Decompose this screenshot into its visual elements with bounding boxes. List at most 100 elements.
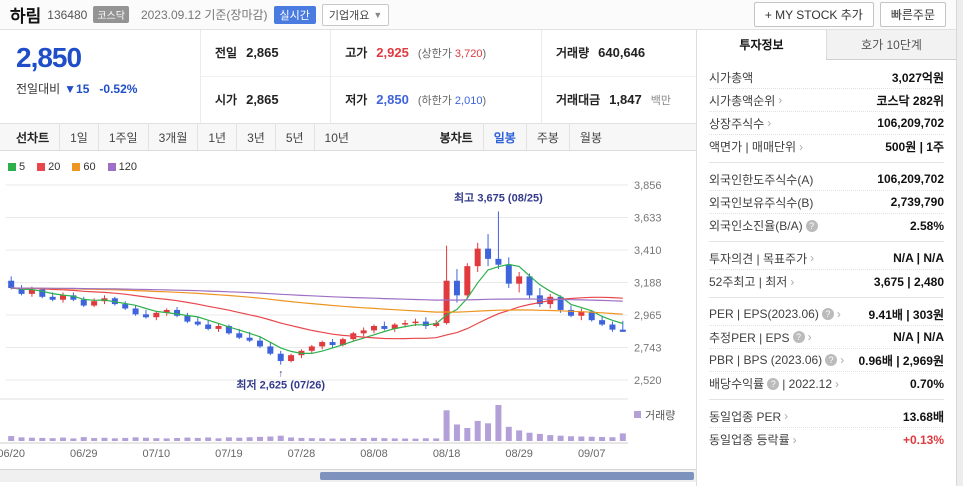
chevron-right-icon: › xyxy=(767,116,772,130)
price-cell-value: 640,646 xyxy=(598,45,646,61)
tab-candle-2[interactable]: 월봉 xyxy=(568,124,612,150)
stock-code: 136480 xyxy=(47,7,88,22)
svg-text:최고 3,675 (08/25): 최고 3,675 (08/25) xyxy=(454,190,543,204)
svg-text:2,743: 2,743 xyxy=(634,342,662,354)
chart-scrollbar-track[interactable] xyxy=(0,469,696,482)
info-label-suffix: | 2022.12 xyxy=(782,376,833,391)
tab-period-2[interactable]: 3개월 xyxy=(147,124,198,150)
help-icon[interactable]: ? xyxy=(767,377,780,390)
price-cell-3: 시가 2,865 xyxy=(200,76,330,123)
info-group-2: 투자의견 | 목표주가 › N/A | N/A 52주최고 | 최저 › 3,675 | … xyxy=(709,247,944,298)
date-info: 2023.09.12 기준(장마감) xyxy=(140,8,268,22)
price-cell-value: 1,847 xyxy=(609,92,642,108)
info-group-1: 외국인한도주식수(A) 106,209,702 외국인보유주식수(B) 2,739,7… xyxy=(709,168,944,242)
value-unit: 백만 xyxy=(650,94,671,107)
mystock-add-button[interactable]: + MY STOCK 추가 xyxy=(753,2,874,27)
tab-candle-1[interactable]: 주봉 xyxy=(525,124,569,150)
help-icon[interactable]: ? xyxy=(821,308,834,320)
info-label[interactable]: 투자의견 | 목표주가 › xyxy=(709,250,814,267)
info-row: 외국인한도주식수(A) 106,209,702 xyxy=(709,168,944,191)
info-label[interactable]: 동일업종 등락률 › xyxy=(709,431,797,448)
chart-canvas: 3,856 3,633 3,410 3,188 2,965 2,743 2,520 06/20… xyxy=(0,180,675,460)
info-label-text: PBR | BPS (2023.06) xyxy=(709,353,823,367)
price-cell-5: 거래대금 1,847 백만 xyxy=(541,76,696,123)
company-overview-label: 기업개요 xyxy=(328,9,370,22)
info-value: 2,739,790 xyxy=(890,195,944,209)
info-label-text: 외국인보유주식수(B) xyxy=(709,195,814,210)
tab-candle-0[interactable]: 일봉 xyxy=(482,124,526,150)
stock-name: 하림 xyxy=(10,7,42,26)
price-cell-value: 2,865 xyxy=(246,92,279,108)
chevron-right-icon: › xyxy=(784,409,789,423)
candlestick-chart: 5 20 60 120 3,856 3,633 3,410 3,188 2,965 2,743 2… xyxy=(0,151,696,469)
info-label[interactable]: 액면가 | 매매단위 › xyxy=(709,138,803,155)
info-value: 2.58% xyxy=(909,218,944,233)
svg-text:07/28: 07/28 xyxy=(288,448,316,460)
help-icon[interactable]: ? xyxy=(805,219,818,232)
market-badge: 코스닥 xyxy=(93,6,129,23)
candle-tabs: 일봉 주봉 월봉 xyxy=(482,124,612,150)
legend-swatch xyxy=(37,163,46,171)
info-row: 동일업종 등락률 › +0.13% xyxy=(709,428,944,451)
tab-period-4[interactable]: 3년 xyxy=(236,124,275,150)
tab-period-0[interactable]: 1일 xyxy=(59,124,98,150)
help-icon[interactable]: ? xyxy=(792,331,805,343)
price-cell-value: 2,925 xyxy=(376,45,409,61)
info-label-text: 추정PER | EPS xyxy=(709,330,790,345)
info-label[interactable]: 배당수익률? | 2022.12 › xyxy=(709,375,839,392)
chevron-right-icon: › xyxy=(840,353,845,367)
info-label[interactable]: 시가총액순위 › xyxy=(709,92,782,109)
help-icon[interactable]: ? xyxy=(825,354,838,366)
chart-toolbar: 선차트 1일 1주일 3개월 1년 3년 5년 10년 봉차트 일봉 주봉 월봉 xyxy=(0,124,696,151)
info-value: 106,209,702 xyxy=(877,172,944,186)
tab-period-3[interactable]: 1년 xyxy=(197,124,236,150)
info-group-0: 시가총액 3,027억원 시가총액순위 › 코스닥 282위 상장주식수 › 106,209,… xyxy=(709,66,944,163)
info-row: 액면가 | 매매단위 › 500원 | 1주 xyxy=(709,135,944,158)
limit-price: (상한가 3,720) xyxy=(417,47,487,60)
info-label: 시가총액 xyxy=(709,69,753,86)
info-row: 상장주식수 › 106,209,702 xyxy=(709,112,944,135)
info-row: 추정PER | EPS? › N/A | N/A xyxy=(709,326,944,349)
chevron-right-icon: › xyxy=(790,274,795,289)
window-scrollbar[interactable] xyxy=(956,0,963,486)
svg-text:2,965: 2,965 xyxy=(634,310,662,322)
price-cell-0: 전일 2,865 xyxy=(200,30,331,77)
svg-text:09/07: 09/07 xyxy=(578,448,606,460)
info-label[interactable]: 동일업종 PER › xyxy=(709,408,788,425)
info-row: 동일업종 PER › 13.68배 xyxy=(709,405,944,428)
info-value: +0.13% xyxy=(902,432,944,447)
info-row: 배당수익률? | 2022.12 › 0.70% xyxy=(709,372,944,395)
info-label-text: 배당수익률 xyxy=(709,377,765,391)
quick-order-button[interactable]: 빠른주문 xyxy=(879,2,946,27)
price-change-row: 전일대비 ▼15 -0.52% xyxy=(16,80,184,97)
price-cell-value: 2,850 xyxy=(376,92,409,108)
company-overview-dropdown[interactable]: 기업개요 ▼ xyxy=(321,3,390,26)
investment-info-rows: 시가총액 3,027억원 시가총액순위 › 코스닥 282위 상장주식수 › 106,209,… xyxy=(697,60,956,455)
tab-period-6[interactable]: 10년 xyxy=(313,124,359,150)
chevron-right-icon: › xyxy=(836,307,841,321)
info-label-text: 액면가 | 매매단위 xyxy=(709,140,797,154)
info-label[interactable]: 52주최고 | 최저 › xyxy=(709,273,794,290)
info-value: N/A | N/A xyxy=(893,251,944,265)
chart-scrollbar-thumb[interactable] xyxy=(320,472,694,480)
tab-orderbook-10[interactable]: 호가 10단계 xyxy=(826,30,956,59)
info-row: 시가총액순위 › 코스닥 282위 xyxy=(709,89,944,112)
info-label[interactable]: 상장주식수 › xyxy=(709,115,771,132)
info-row: PER | EPS(2023.06)? › 9.41배 | 303원 xyxy=(709,303,944,326)
legend-label: 120 xyxy=(118,161,137,173)
tab-period-5[interactable]: 5년 xyxy=(274,124,314,150)
info-label[interactable]: PBR | BPS (2023.06)? › xyxy=(709,353,844,367)
svg-text:07/10: 07/10 xyxy=(143,448,171,460)
price-cell-value: 2,865 xyxy=(246,45,279,61)
change-percent: -0.52% xyxy=(99,81,138,96)
info-label[interactable]: 추정PER | EPS? › xyxy=(709,329,812,346)
svg-text:07/19: 07/19 xyxy=(215,448,243,460)
tab-invest-info[interactable]: 투자정보 xyxy=(697,30,826,60)
ma-legend-20: 20 xyxy=(37,161,60,173)
info-label[interactable]: PER | EPS(2023.06)? › xyxy=(709,307,841,321)
tab-period-1[interactable]: 1주일 xyxy=(97,124,148,150)
chevron-right-icon: › xyxy=(835,376,840,391)
info-value: 9.41배 | 303원 xyxy=(868,307,944,322)
